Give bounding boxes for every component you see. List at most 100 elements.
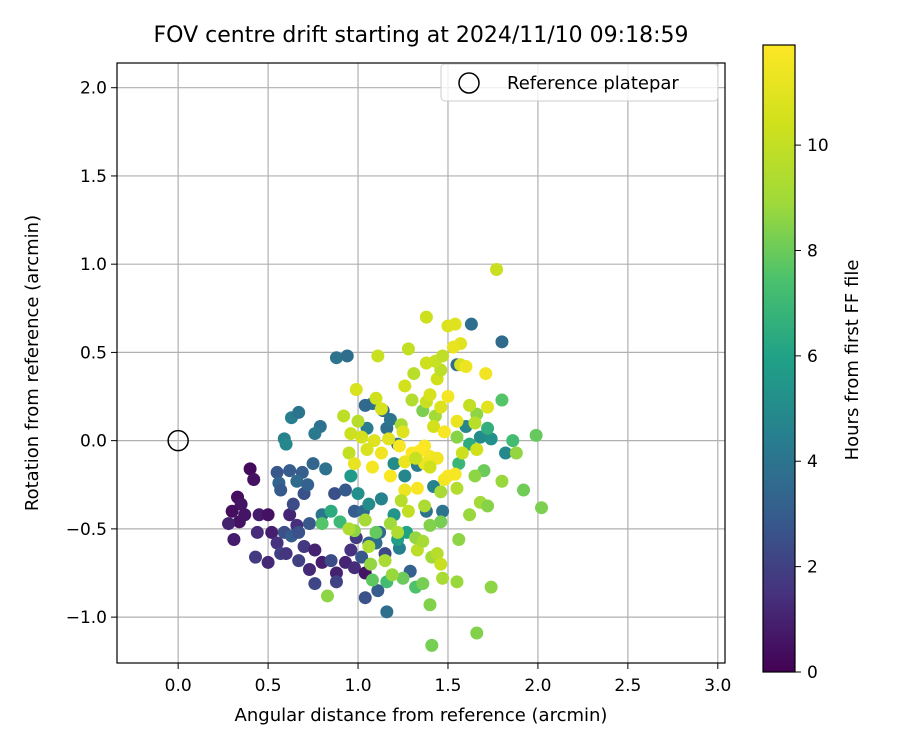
- scatter-points: [222, 262, 549, 652]
- data-point: [355, 430, 369, 444]
- data-point: [401, 504, 415, 518]
- data-point: [338, 483, 352, 497]
- data-point: [222, 517, 236, 531]
- data-point: [468, 416, 482, 430]
- data-point: [362, 497, 376, 511]
- x-tick-label: 3.0: [704, 676, 731, 696]
- data-point: [362, 540, 376, 554]
- data-point: [279, 547, 293, 561]
- data-point: [249, 550, 263, 564]
- data-point: [391, 525, 405, 539]
- data-point: [371, 349, 385, 363]
- data-point: [265, 525, 279, 539]
- data-point: [418, 499, 432, 513]
- colorbar-tick-label: 10: [807, 136, 829, 156]
- data-point: [490, 262, 504, 276]
- data-point: [464, 317, 478, 331]
- data-point: [385, 568, 399, 582]
- x-tick-label: 2.0: [524, 676, 551, 696]
- colorbar-gradient: [762, 44, 796, 673]
- data-point: [374, 402, 388, 416]
- data-point: [374, 446, 388, 460]
- data-point: [369, 391, 383, 405]
- data-point: [308, 543, 322, 557]
- data-point: [369, 525, 383, 539]
- data-point: [270, 465, 284, 479]
- data-point: [409, 451, 423, 465]
- data-point: [450, 414, 464, 428]
- reference-marker-group: [167, 429, 189, 452]
- y-tick-label: 2.0: [80, 79, 107, 99]
- y-tick-label: −0.5: [66, 520, 107, 540]
- data-point: [479, 367, 493, 381]
- data-point: [261, 508, 275, 522]
- colorbar-tick-label: 0: [807, 663, 818, 683]
- data-point: [481, 421, 495, 435]
- data-point: [441, 390, 455, 404]
- data-point: [365, 460, 379, 474]
- y-tick-label: 1.0: [80, 255, 107, 275]
- plot-frame: [116, 62, 726, 664]
- data-point: [306, 457, 320, 471]
- colorbar-tick-label: 4: [807, 452, 818, 472]
- data-point: [355, 550, 369, 564]
- data-point: [358, 591, 372, 605]
- data-point: [436, 571, 450, 585]
- data-point: [396, 571, 410, 585]
- data-point: [347, 457, 361, 471]
- data-point: [499, 446, 513, 460]
- data-point: [324, 554, 338, 568]
- data-point: [450, 481, 464, 495]
- data-point: [436, 504, 450, 518]
- data-point: [450, 430, 464, 444]
- legend: Reference platepar: [440, 63, 719, 102]
- data-point: [301, 478, 315, 492]
- colorbar-tick-label: 2: [807, 558, 818, 578]
- data-point: [342, 522, 356, 536]
- data-point: [405, 393, 419, 407]
- y-tick-label: 1.5: [80, 167, 107, 187]
- data-point: [347, 561, 361, 575]
- data-point: [470, 626, 484, 640]
- data-point: [308, 577, 322, 591]
- data-point: [351, 487, 365, 501]
- x-tick-label: 2.5: [614, 676, 641, 696]
- x-tick-label: 1.0: [345, 676, 372, 696]
- x-tick-label: 0.5: [255, 676, 282, 696]
- data-point: [374, 492, 388, 506]
- data-point: [290, 474, 304, 488]
- data-point: [358, 398, 372, 412]
- x-tick-label: 1.5: [434, 676, 461, 696]
- data-point: [328, 487, 342, 501]
- y-axis-label: Rotation from reference (arcmin): [22, 215, 43, 511]
- data-point: [274, 483, 288, 497]
- data-point: [434, 485, 448, 499]
- data-point: [407, 367, 421, 381]
- data-point: [427, 420, 441, 434]
- colorbar-label: Hours from first FF file: [842, 260, 863, 461]
- data-point: [320, 589, 334, 603]
- data-point: [283, 464, 297, 478]
- colorbar: 0 2 4 6 8 10 Hours from first FF file: [762, 44, 863, 683]
- data-point: [437, 425, 451, 439]
- data-point: [410, 481, 424, 495]
- data-point: [367, 434, 381, 448]
- data-point: [455, 446, 469, 460]
- data-point: [398, 469, 412, 483]
- data-point: [423, 518, 437, 532]
- data-point: [434, 557, 448, 571]
- data-point: [286, 497, 300, 511]
- legend-box: [440, 63, 719, 102]
- colorbar-tick-label: 8: [807, 241, 818, 261]
- data-point: [459, 360, 473, 374]
- data-point: [279, 437, 293, 451]
- data-point: [302, 562, 316, 576]
- x-axis-ticks: 0.0 0.5 1.0 1.5 2.0 2.5 3.0: [165, 663, 731, 696]
- data-point: [283, 508, 297, 522]
- data-point: [484, 432, 498, 446]
- data-point: [333, 515, 347, 529]
- data-point: [452, 457, 466, 471]
- data-point: [329, 351, 343, 365]
- data-point: [225, 504, 239, 518]
